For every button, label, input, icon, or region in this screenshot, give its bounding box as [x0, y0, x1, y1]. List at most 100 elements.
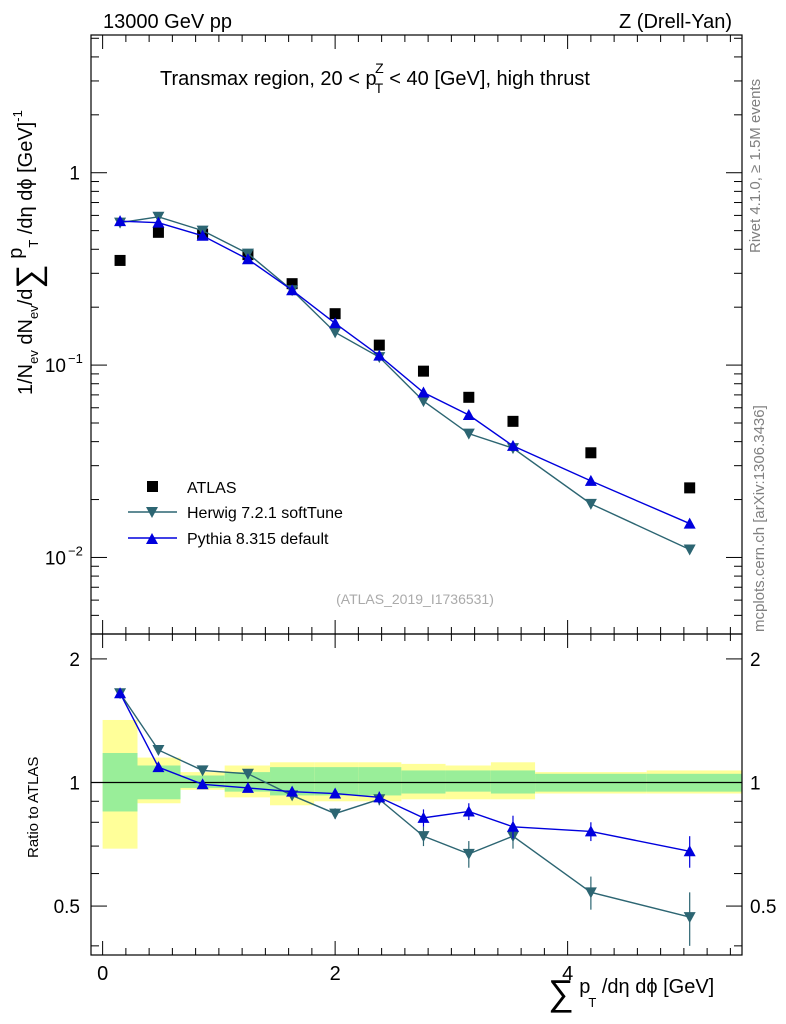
herwig-ratio-point [584, 887, 597, 899]
lower-y-tick-label-right: 1 [750, 773, 761, 794]
herwig-ratio-point [152, 744, 165, 756]
xlabel-sum: ∑ [548, 972, 574, 1013]
ylabel-p: p [5, 248, 27, 265]
chart-title-main: Transmax region, 20 < p [160, 68, 377, 90]
legend-atlas-marker [147, 481, 158, 492]
upper-data-layer [114, 211, 696, 556]
lower-data-layer [114, 687, 696, 946]
herwig-ratio-line [119, 692, 690, 918]
legend-herwig-marker [146, 507, 158, 518]
pythia-ratio-point [584, 825, 597, 837]
upper-y-tick-label: 10 [45, 356, 66, 377]
pythia-point [286, 284, 299, 296]
lower-y-tick-label-right: 0.5 [750, 897, 776, 918]
legend-atlas-label: ATLAS [187, 480, 237, 497]
atlas-point [507, 415, 519, 427]
pythia-line [120, 220, 690, 525]
analysis-tag: (ATLAS_2019_I1736531) [336, 591, 494, 607]
herwig-ratio-point [417, 831, 430, 843]
pythia-point [417, 386, 430, 398]
legend: ATLAS Herwig 7.2.1 softTune Pythia 8.315… [128, 480, 343, 548]
atlas-point [463, 391, 475, 403]
pythia-point [373, 349, 386, 361]
xlabel-tail: /dη dϕ [GeV] [596, 976, 714, 998]
pythia-point [584, 474, 597, 486]
upper-y-axis-label: 1/Nev dNev/d∑ pT /dη dϕ [GeV]-1 [5, 110, 48, 395]
pythia-point [506, 439, 519, 451]
atlas-point [684, 482, 696, 494]
pythia-ratio-point [196, 778, 209, 790]
chart-title-sup: Z [375, 60, 384, 76]
energy-label: 13000 GeV pp [103, 11, 232, 33]
pythia-ratio-point [462, 805, 475, 817]
lower-y-tick-label-left: 1 [69, 773, 80, 794]
ylabel-main: 1/N [15, 364, 37, 395]
pythia-point [683, 517, 696, 529]
ylabel-sum: ∑ [10, 264, 48, 288]
atlas-point [585, 447, 597, 459]
herwig-ratio-point [683, 912, 696, 924]
pythia-point [114, 215, 127, 227]
ylabel-sub1: ev [26, 350, 41, 364]
pythia-point [196, 229, 209, 241]
atlas-point [373, 339, 385, 351]
upper-y-tick-label: 1 [69, 164, 80, 185]
chart-title: Transmax region, 20 < pTZ < 40 [GeV], hi… [160, 60, 590, 96]
chart-title-tail: < 40 [GeV], high thrust [384, 68, 591, 90]
herwig-point [417, 396, 430, 408]
pythia-point [462, 409, 475, 421]
pythia-point [241, 253, 254, 265]
pythia-point [329, 317, 342, 329]
pythia-ratio-point [417, 811, 430, 823]
process-label: Z (Drell-Yan) [619, 11, 732, 33]
herwig-line [119, 216, 690, 551]
pythia-ratio-point [241, 781, 254, 793]
atlas-point [286, 278, 298, 290]
ylabel-sup: -1 [10, 110, 25, 122]
lower-y-axis-label: Ratio to ATLAS [25, 757, 42, 858]
herwig-point [329, 327, 342, 339]
herwig-ratio-point [329, 808, 342, 820]
svg-text:∑ pT /dη dϕ [GeV]: ∑ pT /dη dϕ [GeV] [548, 972, 714, 1013]
pythia-ratio-point [683, 845, 696, 857]
atlas-point [114, 254, 126, 266]
upper-y-tick-exponent: −2 [68, 543, 83, 558]
atlas-point [417, 365, 429, 377]
xlabel-p: p [574, 976, 591, 998]
site-label: mcplots.cern.ch [arXiv:1306.3436] [751, 405, 768, 632]
pythia-ratio-line [119, 692, 690, 852]
legend-pythia-label: Pythia 8.315 default [187, 531, 329, 548]
ratio-uncertainty-bands [102, 719, 742, 849]
upper-y-tick-label: 10 [45, 548, 66, 569]
pythia-point [152, 216, 165, 228]
x-tick-label: 4 [562, 963, 573, 985]
herwig-ratio-point [462, 848, 475, 860]
ylabel-sub2: ev [26, 305, 41, 319]
axes-layer: 0 2 410 −210 −110.5 0.51 12 2 [45, 34, 776, 985]
upper-y-tick-exponent: −1 [68, 351, 83, 366]
pythia-ratio-point [152, 761, 165, 773]
ylabel-subT: T [26, 240, 41, 248]
xlabel-subT: T [588, 995, 596, 1010]
pythia-ratio-point [373, 791, 386, 803]
herwig-ratio-point [241, 768, 254, 780]
herwig-point [462, 428, 475, 440]
x-tick-label: 2 [330, 963, 341, 985]
band-inner-bin [358, 767, 402, 796]
ylabel-tail: /dη dϕ [GeV] [15, 122, 37, 240]
legend-pythia-marker [146, 533, 158, 544]
chart-title-sub: T [375, 80, 384, 96]
pythia-ratio-point [114, 687, 127, 699]
herwig-ratio-point [196, 765, 209, 777]
ylabel-end: /d [15, 289, 37, 306]
lower-y-tick-label-right: 2 [750, 650, 761, 671]
x-tick-label: 0 [97, 963, 108, 985]
atlas-point [152, 226, 164, 238]
ylabel-mid: dN [15, 319, 37, 350]
band-inner-bin [445, 770, 491, 792]
lower-frame [90, 633, 743, 956]
pythia-ratio-point [286, 785, 299, 797]
pythia-ratio-point [329, 787, 342, 799]
